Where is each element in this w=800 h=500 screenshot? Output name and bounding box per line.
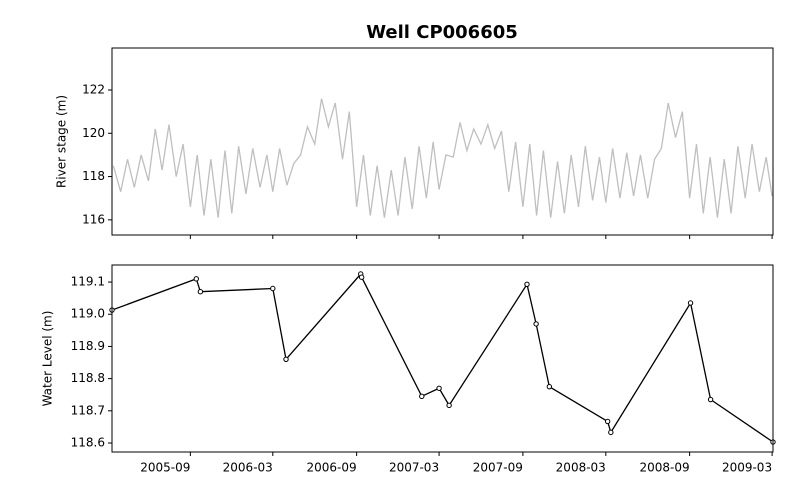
marker — [707, 396, 714, 403]
y-tick-label: 118.9 — [71, 339, 105, 353]
marker — [608, 429, 614, 436]
x-tick-label: 2008-09 — [639, 461, 689, 475]
x-tick-label: 2006-09 — [306, 461, 356, 475]
y-tick-label: 119.0 — [71, 307, 105, 321]
line — [112, 272, 773, 443]
marker — [193, 276, 199, 282]
marker — [446, 402, 452, 409]
marker — [524, 281, 530, 288]
marker — [687, 300, 694, 306]
y-tick-label: 118.8 — [71, 371, 105, 385]
marker — [283, 356, 289, 363]
x-tick-label: 2007-03 — [389, 461, 439, 475]
line — [112, 98, 773, 218]
marker — [604, 418, 611, 425]
y-axis-label: Water Level (m) — [41, 311, 55, 407]
marker — [419, 393, 425, 400]
x-tick-label: 2005-09 — [140, 461, 190, 475]
axes-frame — [111, 264, 774, 453]
y-tick-label: 116 — [82, 212, 105, 226]
y-tick-label: 118.6 — [71, 435, 105, 449]
x-tick-label: 2007-09 — [473, 461, 523, 475]
x-tick-label: 2006-03 — [223, 461, 273, 475]
marker — [197, 289, 204, 295]
y-tick-label: 118 — [82, 169, 105, 183]
marker — [358, 274, 365, 280]
y-tick-label: 120 — [82, 126, 105, 140]
marker — [436, 385, 442, 391]
y-tick-label: 122 — [82, 82, 105, 96]
x-tick-label: 2008-03 — [556, 461, 606, 475]
axes-frame — [111, 47, 774, 236]
chart-title: Well CP006605 — [366, 22, 518, 43]
marker — [546, 383, 553, 390]
y-tick-label: 119.1 — [71, 275, 105, 289]
marker — [270, 285, 276, 292]
y-tick-label: 118.7 — [71, 403, 105, 417]
x-tick-label: 2009-03 — [722, 461, 772, 475]
marker — [533, 321, 539, 327]
y-axis-label: River stage (m) — [55, 95, 69, 188]
